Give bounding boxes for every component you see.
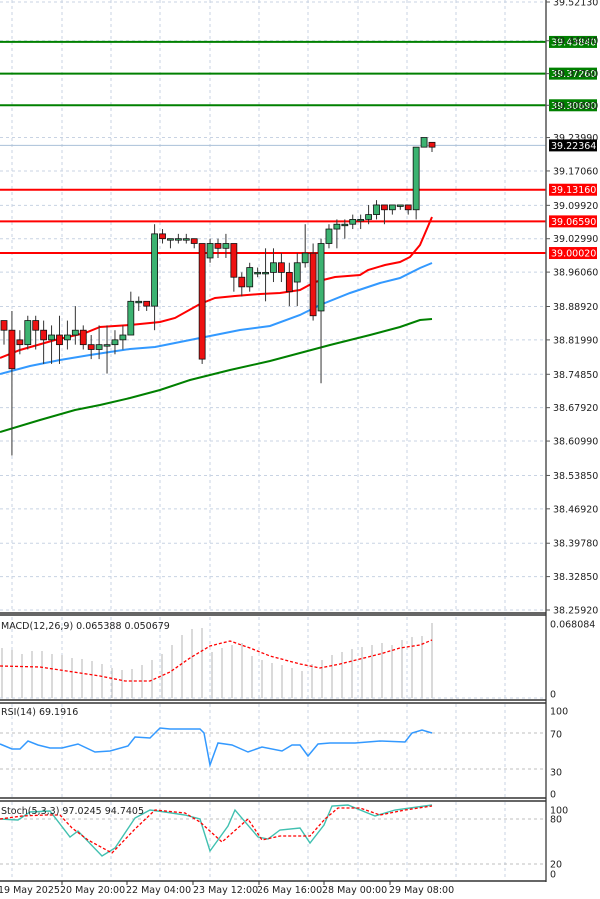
macd-panel xyxy=(0,623,546,699)
time-tick-label: 28 May 00:00 xyxy=(322,885,387,896)
price-tick-label: 39.30690 xyxy=(553,101,598,112)
price-tick-label: 38.60990 xyxy=(553,437,598,448)
rsi-panel xyxy=(0,727,546,770)
macd-label: MACD(12,26,9) 0.065388 0.050679 xyxy=(1,621,170,632)
price-tick-label: 38.74850 xyxy=(553,370,598,381)
price-axis: 39.52130 39.44090 39.37260 39.30690 39.23990… xyxy=(546,0,598,881)
indicator-axis-label: 30 xyxy=(550,768,562,779)
indicator-axis-label: 70 xyxy=(550,730,562,741)
indicator-axis-label: 20 xyxy=(550,860,562,871)
level-label: 39.00020 xyxy=(551,249,596,260)
price-tick-label: 39.37260 xyxy=(553,69,598,80)
grid-lines xyxy=(0,0,546,880)
price-tick-label: 38.25920 xyxy=(553,606,598,617)
stoch-label: Stoch(5,3,3) 97.0245 94.7405 xyxy=(1,806,144,817)
level-label: 39.37260 xyxy=(551,69,596,80)
price-tick-label: 38.88920 xyxy=(553,302,598,313)
price-tick-label: 39.02990 xyxy=(553,234,598,245)
price-tick-label: 39.52130 xyxy=(553,0,598,9)
price-tick-label: 38.39780 xyxy=(553,539,598,550)
indicator-axis-label: 0 xyxy=(550,870,556,881)
price-tick-label: 39.17060 xyxy=(553,166,598,177)
level-label: 39.30690 xyxy=(551,101,596,112)
level-label: 39.43840 xyxy=(551,37,596,48)
indicator-axis-label: 0 xyxy=(550,690,556,701)
price-tick-label: 38.67920 xyxy=(553,403,598,414)
indicator-axis-label: 100 xyxy=(550,806,568,817)
time-tick-label: 22 May 04:00 xyxy=(126,885,191,896)
current-price-label: 39.22364 xyxy=(551,141,596,152)
indicator-axis-label: 0 xyxy=(550,790,556,801)
price-tick-label: 39.23990 xyxy=(553,133,598,144)
time-axis: 19 May 2025 20 May 20:00 22 May 04:00 23 Ma… xyxy=(0,881,454,896)
indicator-axis-label: 80 xyxy=(550,815,562,826)
time-tick-label: 23 May 12:00 xyxy=(193,885,258,896)
price-tick-label: 38.81990 xyxy=(553,335,598,346)
time-tick-label: 26 May 16:00 xyxy=(257,885,322,896)
time-tick-label: 19 May 2025 xyxy=(0,885,60,896)
price-tick-label: 38.96060 xyxy=(553,268,598,279)
indicator-axis-label: 0.068084 xyxy=(550,620,595,631)
stochastic-panel xyxy=(0,804,546,865)
price-tick-label: 39.09920 xyxy=(553,201,598,212)
price-tick-label: 38.46920 xyxy=(553,504,598,515)
time-tick-label: 29 May 08:00 xyxy=(389,885,454,896)
price-tick-label: 38.53850 xyxy=(553,471,598,482)
indicator-axis-label: 100 xyxy=(550,707,568,718)
level-label: 39.06590 xyxy=(551,217,596,228)
price-tick-label: 38.32850 xyxy=(553,572,598,583)
horizontal-levels[interactable]: 39.43840 39.37260 39.30690 39.13160 39.06590… xyxy=(0,35,597,260)
level-label: 39.13160 xyxy=(551,185,596,196)
candlesticks xyxy=(0,137,436,456)
time-tick-label: 20 May 20:00 xyxy=(60,885,125,896)
moving-averages xyxy=(0,216,433,433)
price-tick-label: 39.44090 xyxy=(553,36,598,47)
rsi-label: RSI(14) 69.1916 xyxy=(1,707,78,718)
